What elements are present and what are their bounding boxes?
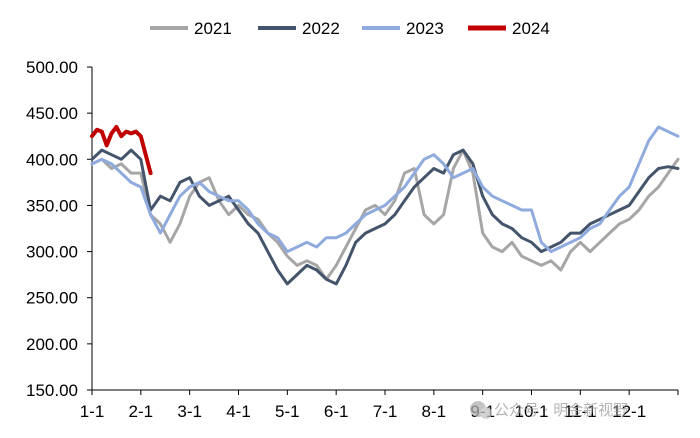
x-tick-label: 2-1 bbox=[129, 402, 154, 421]
x-tick-label: 8-1 bbox=[422, 402, 447, 421]
y-tick-label: 150.00 bbox=[26, 381, 78, 400]
x-tick-label: 12-1 bbox=[612, 402, 646, 421]
y-tick-label: 400.00 bbox=[26, 150, 78, 169]
legend-label-2021: 2021 bbox=[194, 19, 232, 38]
y-tick-label: 350.00 bbox=[26, 196, 78, 215]
watermark-text: 公众号 · 明金新视野 bbox=[494, 401, 628, 419]
series-line-2024 bbox=[90, 125, 153, 176]
x-tick-label: 6-1 bbox=[324, 402, 349, 421]
watermark: 公众号 · 明金新视野 bbox=[470, 401, 628, 419]
x-tick-label: 7-1 bbox=[373, 402, 398, 421]
y-tick-label: 300.00 bbox=[26, 243, 78, 262]
y-axis: 500.00 450.00 400.00 350.00 300.00 250.00 200.… bbox=[26, 58, 93, 400]
y-tick-label: 250.00 bbox=[26, 289, 78, 308]
legend: 2021 2022 2023 2024 bbox=[150, 19, 550, 38]
series-layer bbox=[90, 125, 680, 286]
y-tick-label: 500.00 bbox=[26, 58, 78, 77]
x-tick-label: 10-1 bbox=[514, 402, 548, 421]
legend-label-2022: 2022 bbox=[302, 19, 340, 38]
series-line-2021 bbox=[90, 148, 680, 281]
legend-label-2023: 2023 bbox=[406, 19, 444, 38]
y-tick-label: 450.00 bbox=[26, 104, 78, 123]
wechat-icon-bubble bbox=[480, 407, 492, 419]
x-tick-label: 3-1 bbox=[177, 402, 202, 421]
legend-label-2024: 2024 bbox=[512, 19, 550, 38]
series-line-2023 bbox=[90, 125, 680, 254]
y-tick-label: 200.00 bbox=[26, 335, 78, 354]
x-tick-label: 1-1 bbox=[80, 402, 105, 421]
x-tick-label: 11-1 bbox=[564, 402, 597, 421]
series-line-2022 bbox=[90, 148, 680, 286]
x-tick-label: 5-1 bbox=[275, 402, 300, 421]
x-tick-label: 4-1 bbox=[226, 402, 251, 421]
